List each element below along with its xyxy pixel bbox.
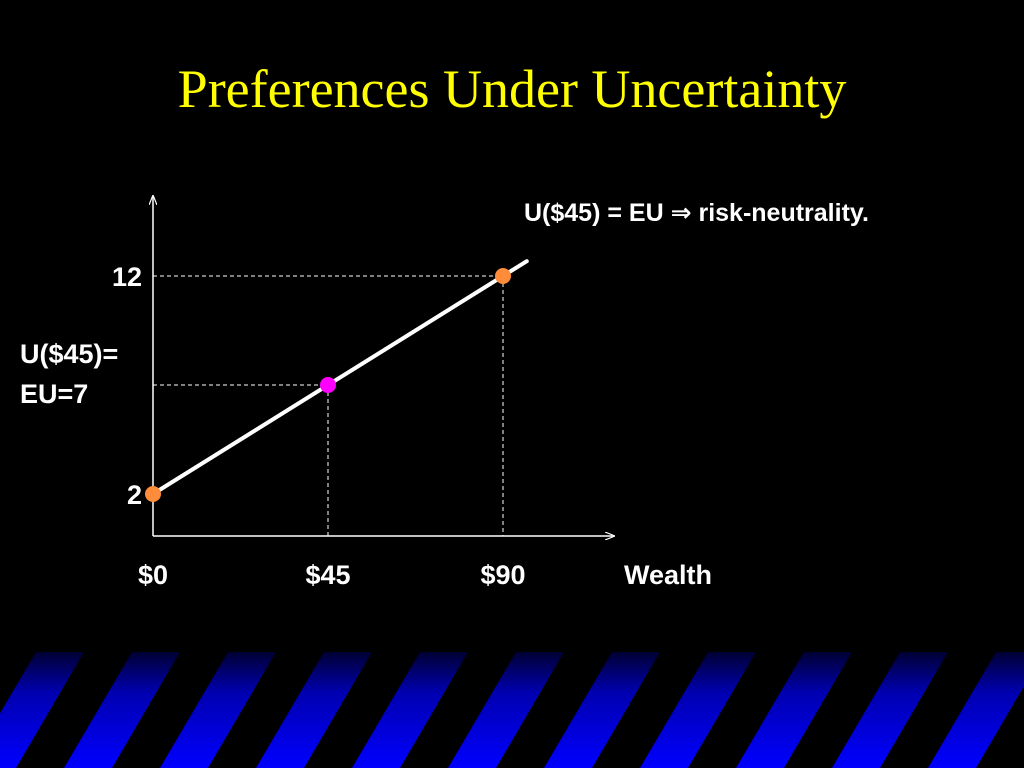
x-tick-label: $0	[138, 560, 168, 590]
footer-stripe	[688, 652, 804, 768]
footer-stripe	[976, 686, 1024, 768]
footer-stripe	[496, 652, 612, 768]
x-axis-label: Wealth	[624, 560, 712, 590]
footer-stripes	[0, 652, 1024, 768]
footer-stripe	[16, 652, 132, 768]
risk-neutrality-annotation: U($45) = EU ⇒ risk-neutrality.	[524, 199, 869, 227]
x-tick-label: $45	[305, 560, 350, 590]
footer-stripe	[784, 652, 900, 768]
y-tick-labels: 12 2	[112, 262, 142, 510]
utility-line	[151, 259, 529, 496]
data-point	[145, 486, 161, 502]
data-point	[320, 377, 336, 393]
striped-footer-band	[0, 652, 1024, 768]
slide-title: Preferences Under Uncertainty	[177, 59, 847, 119]
footer-stripe	[400, 652, 516, 768]
footer-stripe	[592, 652, 708, 768]
data-points	[145, 268, 511, 502]
y-tick-label: 12	[112, 262, 142, 292]
data-point	[495, 268, 511, 284]
footer-stripe	[304, 652, 420, 768]
mid-label-line1: U($45)=	[20, 339, 118, 369]
footer-stripe	[208, 652, 324, 768]
dashed-guides	[153, 275, 504, 536]
mid-label-line2: EU=7	[20, 379, 88, 409]
x-tick-labels: $0 $45 $90	[138, 560, 526, 590]
x-tick-label: $90	[480, 560, 525, 590]
footer-stripe	[112, 652, 228, 768]
footer-stripe	[880, 652, 996, 768]
y-tick-label: 2	[127, 480, 142, 510]
